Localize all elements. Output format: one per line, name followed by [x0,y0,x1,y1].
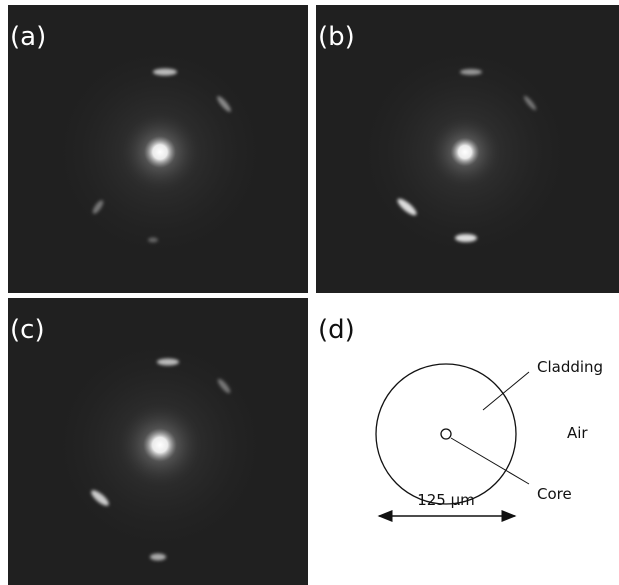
figure: (a) (b) (c) (d) Cladding [0,0,619,585]
panel-a: (a) [8,5,308,293]
cladding-label: Cladding [537,358,603,376]
panel-label: (a) [10,22,46,52]
panel-label: (b) [318,22,355,52]
leader-line [483,372,529,410]
panel-c: (c) [8,298,308,585]
cladding-circle [376,364,516,504]
scale-label: 125 μm [417,491,475,509]
core-circle [441,429,451,439]
air-label: Air [567,424,588,442]
panel-d: (d) Cladding Air Core 125 μm [318,315,603,516]
panel-label: (d) [318,315,355,345]
panel-label: (c) [10,315,45,345]
leader-line [451,438,529,484]
panel-b: (b) [316,5,619,293]
core-label: Core [537,485,572,503]
